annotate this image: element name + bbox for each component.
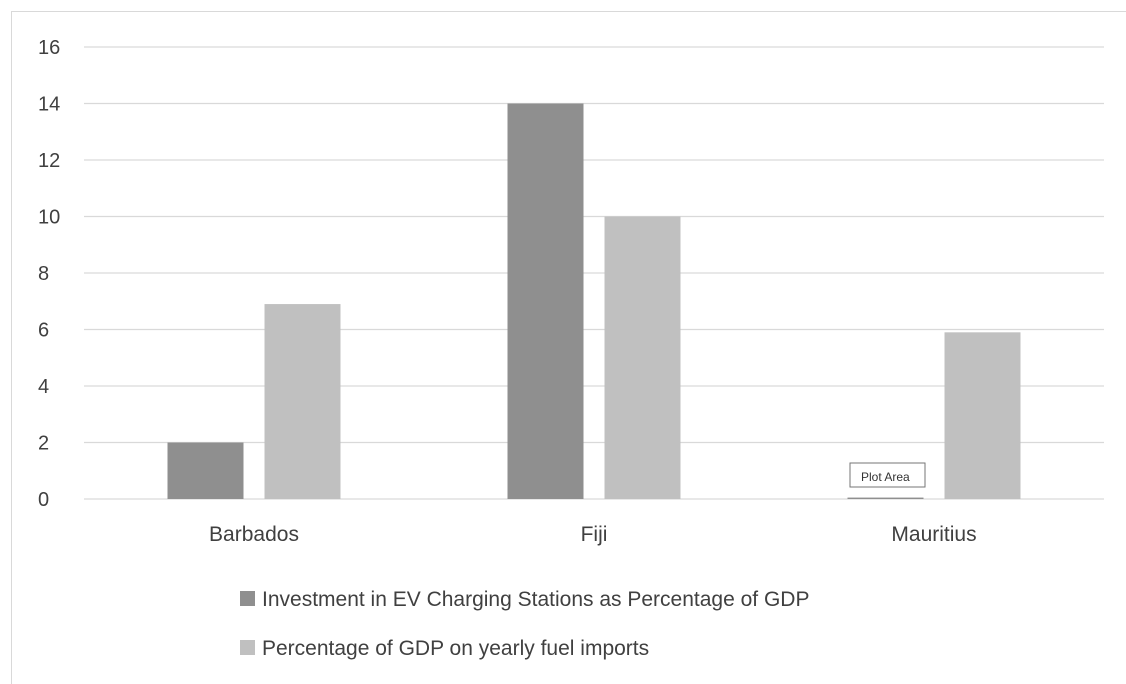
y-tick-label: 14: [38, 94, 60, 116]
bar-barbados-series-1[interactable]: [167, 442, 244, 500]
plot-area-tooltip: Plot Area: [849, 462, 926, 488]
legend[interactable]: Investment in EV Charging Stations as Pe…: [240, 588, 809, 660]
x-axis-category-labels: Barbados Fiji Mauritius: [209, 523, 977, 546]
bar-mauritius-series-2[interactable]: [944, 332, 1021, 499]
y-tick-label: 10: [38, 207, 60, 229]
x-category-label: Barbados: [209, 523, 299, 546]
bars[interactable]: [167, 103, 1021, 500]
bar-barbados-series-2[interactable]: [264, 304, 341, 499]
gridlines: [84, 46, 1104, 500]
y-tick-label: 16: [38, 37, 60, 59]
y-tick-label: 8: [38, 263, 49, 285]
y-axis-tick-labels: 0 2 4 6 8 10 12 14 16: [38, 37, 60, 511]
y-tick-label: 12: [38, 150, 60, 172]
tooltip-text: Plot Area: [861, 470, 910, 484]
bar-fiji-series-1[interactable]: [507, 103, 584, 500]
bar-fiji-series-2[interactable]: [604, 216, 681, 500]
legend-swatch[interactable]: [240, 640, 255, 655]
tooltip-box: [849, 462, 926, 488]
y-tick-label: 4: [38, 376, 49, 398]
y-tick-label: 0: [38, 489, 49, 511]
y-tick-label: 6: [38, 320, 49, 342]
legend-entry-label[interactable]: Investment in EV Charging Stations as Pe…: [262, 588, 809, 611]
x-category-label: Mauritius: [891, 523, 976, 546]
x-category-label: Fiji: [581, 523, 608, 546]
bar-mauritius-series-1[interactable]: [847, 497, 924, 499]
legend-swatch[interactable]: [240, 591, 255, 606]
y-tick-label: 2: [38, 433, 49, 455]
legend-entry-label[interactable]: Percentage of GDP on yearly fuel imports: [262, 637, 649, 660]
